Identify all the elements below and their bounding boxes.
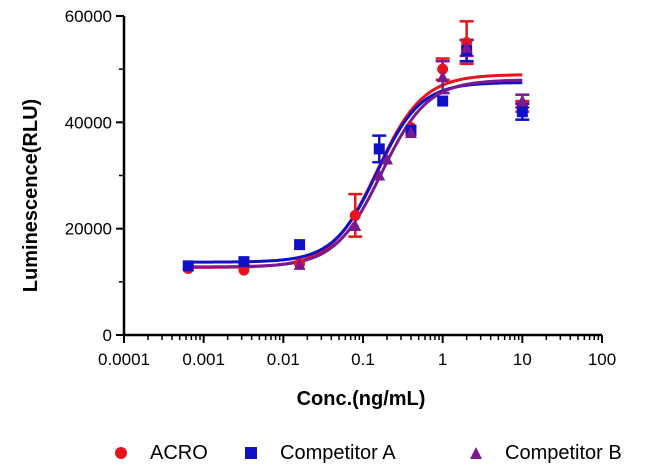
- legend-marker-acro: [115, 447, 127, 459]
- data-point-competitor-a: [373, 143, 385, 155]
- y-tick-label: 20000: [65, 220, 112, 239]
- data-point-competitor-b: [293, 258, 306, 270]
- x-tick-label: 10: [513, 350, 532, 369]
- x-axis-title: Conc.(ng/mL): [297, 388, 426, 410]
- legend-item-acro: ACRO: [114, 436, 208, 470]
- legend-item-competitor-a: Competitor A: [244, 436, 396, 470]
- circle-marker-icon: [115, 447, 127, 459]
- fit-curve-3: [188, 78, 523, 269]
- y-axis-title: Luminescence(RLU): [20, 99, 42, 292]
- x-tick-label: 1: [438, 350, 447, 369]
- data-point-competitor-b: [404, 126, 417, 138]
- data-point-competitor-b: [460, 41, 473, 53]
- legend-marker-competitor-b: [470, 447, 482, 459]
- dose-response-chart: 0.0001 0.001 0.01 0.1 1 10 100 0 20000 40000 60000…: [20, 7, 616, 410]
- legend: ACRO Competitor A Competitor B: [0, 436, 663, 470]
- x-tick-label: 100: [588, 350, 616, 369]
- data-point-competitor-b: [373, 169, 386, 181]
- triangle-marker-icon: [470, 447, 482, 459]
- error-bars: [348, 20, 530, 238]
- data-point-competitor-b: [516, 94, 529, 107]
- y-tick-label: 60000: [65, 7, 112, 26]
- data-point-competitor-a: [238, 256, 250, 268]
- square-marker-icon: [245, 447, 257, 459]
- data-point-competitor-a: [182, 260, 194, 272]
- x-tick-label: 0.0001: [98, 350, 150, 369]
- legend-item-competitor-b: Competitor B: [469, 436, 622, 470]
- legend-marker-competitor-a: [245, 447, 257, 459]
- data-point-competitor-a: [294, 239, 306, 251]
- data-point-competitor-b: [436, 70, 449, 83]
- data-point-competitor-a: [437, 95, 449, 107]
- legend-label-competitor-b: Competitor B: [505, 441, 622, 464]
- data-point-competitor-b: [349, 219, 362, 232]
- data-point-acro: [238, 264, 250, 276]
- y-tick-label: 40000: [65, 113, 112, 132]
- data-points: [182, 37, 529, 276]
- ticks: 0.0001 0.001 0.01 0.1 1 10 100 0 20000 40000 60000: [65, 7, 616, 369]
- x-tick-label: 0.1: [351, 350, 375, 369]
- data-point-competitor-a: [516, 106, 528, 118]
- legend-label-competitor-a: Competitor A: [280, 441, 396, 464]
- fit-curves: [188, 73, 523, 269]
- axes: [122, 16, 602, 337]
- x-tick-label: 0.001: [182, 350, 225, 369]
- data-point-competitor-b: [380, 153, 393, 165]
- legend-label-acro: ACRO: [150, 441, 208, 464]
- data-point-acro: [349, 209, 361, 221]
- fit-curve-1: [188, 73, 523, 269]
- y-tick-label: 0: [103, 326, 112, 345]
- data-point-acro: [437, 63, 449, 75]
- x-tick-label: 0.01: [267, 350, 300, 369]
